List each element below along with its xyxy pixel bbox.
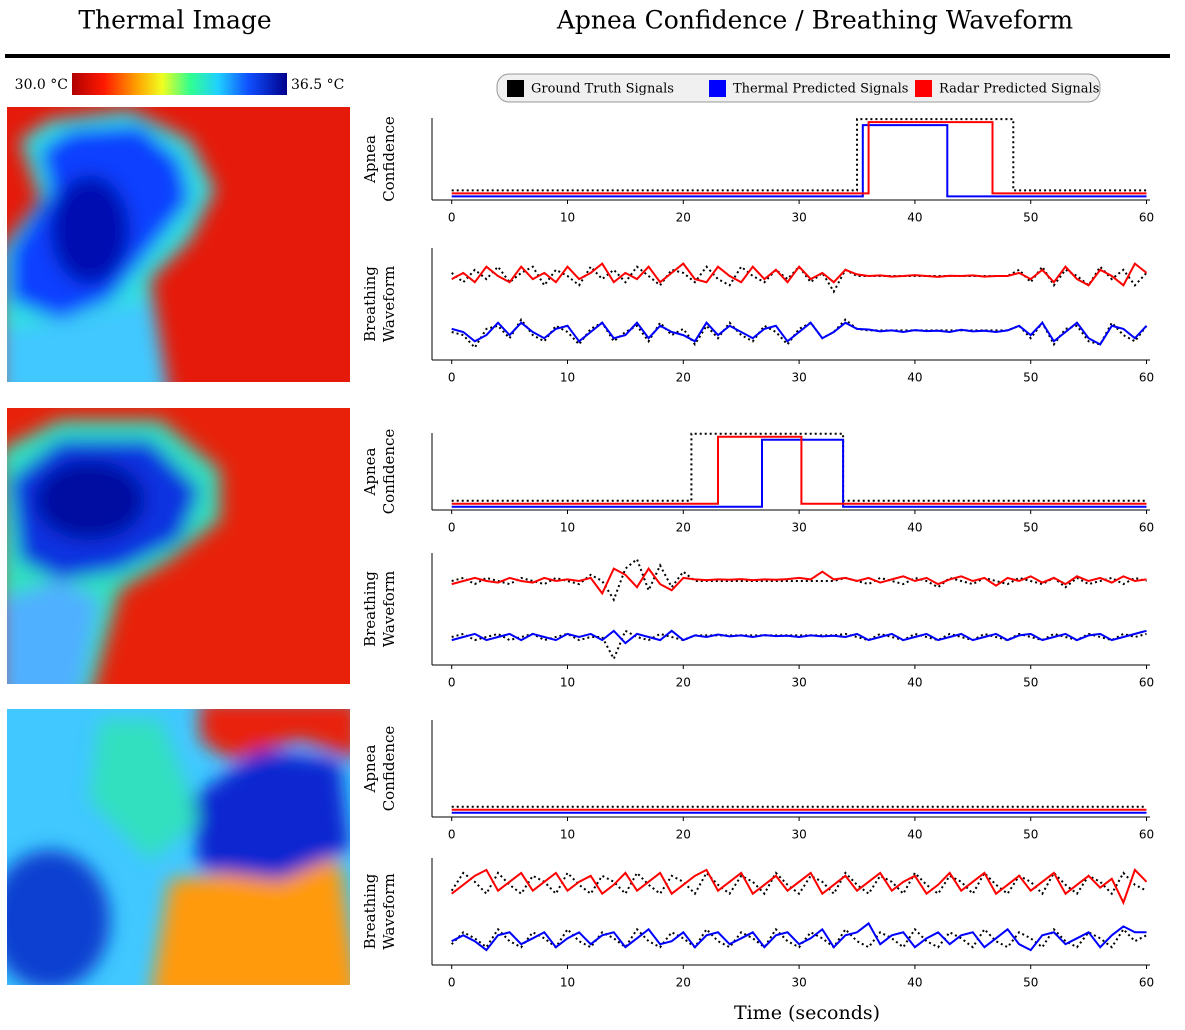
header-right: Apnea Confidence / Breathing Waveform [556, 6, 1074, 35]
series-line [451, 868, 1148, 906]
x-tick-label: 0 [448, 211, 456, 225]
x-tick-label: 30 [791, 371, 806, 385]
x-tick-label: 60 [1139, 371, 1154, 385]
x-tick-label: 0 [448, 371, 456, 385]
x-tick-label: 40 [907, 371, 922, 385]
x-tick-label: 60 [1139, 211, 1154, 225]
thermal-image-3 [7, 709, 350, 985]
y-axis-label: Confidence [380, 429, 398, 515]
y-axis-label: Breathing [361, 266, 379, 342]
x-tick-label: 50 [1023, 371, 1038, 385]
x-tick-label: 20 [676, 976, 691, 990]
x-tick-label: 0 [448, 676, 456, 690]
series-line [451, 317, 1148, 350]
x-axis-label: Time (seconds) [734, 1002, 880, 1024]
legend-box [496, 73, 1101, 103]
x-tick-label: 60 [1139, 676, 1154, 690]
series-line [450, 927, 1147, 949]
y-axis-label: Waveform [380, 266, 398, 342]
series-line [451, 629, 1147, 645]
x-tick-label: 20 [676, 676, 691, 690]
x-tick-label: 30 [791, 521, 806, 535]
y-axis-label: Apnea [361, 447, 379, 496]
colorbar-max-label: 36.5 °C [291, 77, 344, 93]
x-tick-label: 60 [1139, 521, 1154, 535]
series-line [451, 262, 1148, 287]
legend-label: Radar Predicted Signals [939, 82, 1099, 97]
legend-swatch [709, 80, 726, 97]
series-line [451, 321, 1148, 346]
x-tick-label: 10 [560, 828, 575, 842]
series-line [451, 566, 1147, 596]
header-left: Thermal Image [78, 6, 271, 35]
x-tick-label: 40 [907, 976, 922, 990]
legend-label: Thermal Predicted Signals [733, 82, 908, 97]
x-tick-label: 10 [560, 676, 575, 690]
x-tick-label: 30 [791, 211, 806, 225]
legend-label: Ground Truth Signals [531, 82, 674, 97]
series-line [451, 435, 1147, 505]
colorbar-min-label: 30.0 °C [15, 77, 68, 93]
x-tick-label: 30 [791, 976, 806, 990]
series-line [451, 557, 1147, 602]
x-tick-label: 20 [676, 211, 691, 225]
series-line [451, 264, 1148, 294]
series-line [451, 124, 1147, 198]
thermal-image-2 [7, 408, 350, 684]
series-line [451, 921, 1147, 952]
x-tick-label: 50 [1023, 521, 1038, 535]
series-line [451, 438, 1147, 508]
x-tick-label: 10 [560, 976, 575, 990]
y-axis-label: Confidence [380, 116, 398, 202]
y-axis-label: Apnea [361, 135, 379, 184]
x-tick-label: 0 [448, 828, 456, 842]
x-tick-label: 40 [907, 676, 922, 690]
series-line [450, 871, 1147, 896]
x-tick-label: 0 [448, 521, 456, 535]
x-tick-label: 10 [560, 371, 575, 385]
x-tick-label: 20 [676, 828, 691, 842]
y-axis-label: Confidence [380, 726, 398, 812]
series-line [451, 121, 1147, 195]
legend-swatch [915, 80, 932, 97]
legend: Ground Truth Signals Thermal Predicted Si… [507, 80, 1099, 97]
y-axis-label: Waveform [380, 571, 398, 647]
y-axis-label: Waveform [380, 873, 398, 949]
x-tick-label: 20 [676, 521, 691, 535]
series-line [451, 629, 1147, 662]
x-tick-label: 20 [676, 371, 691, 385]
y-axis-label: Breathing [361, 571, 379, 647]
colorbar [72, 73, 287, 95]
x-tick-label: 40 [907, 211, 922, 225]
x-tick-label: 50 [1023, 211, 1038, 225]
x-tick-label: 50 [1023, 976, 1038, 990]
series-line [451, 432, 1147, 502]
x-tick-label: 60 [1139, 828, 1154, 842]
x-tick-label: 40 [907, 521, 922, 535]
thermal-image-1 [7, 107, 350, 382]
x-tick-label: 10 [560, 521, 575, 535]
x-tick-label: 50 [1023, 828, 1038, 842]
x-tick-label: 40 [907, 828, 922, 842]
x-tick-label: 60 [1139, 976, 1154, 990]
series-line [451, 118, 1147, 192]
y-axis-label: Apnea [361, 744, 379, 793]
x-tick-label: 50 [1023, 676, 1038, 690]
y-axis-label: Breathing [361, 873, 379, 949]
x-tick-label: 30 [791, 676, 806, 690]
x-tick-label: 30 [791, 828, 806, 842]
x-tick-label: 10 [560, 211, 575, 225]
x-tick-label: 0 [448, 976, 456, 990]
legend-swatch [507, 80, 524, 97]
